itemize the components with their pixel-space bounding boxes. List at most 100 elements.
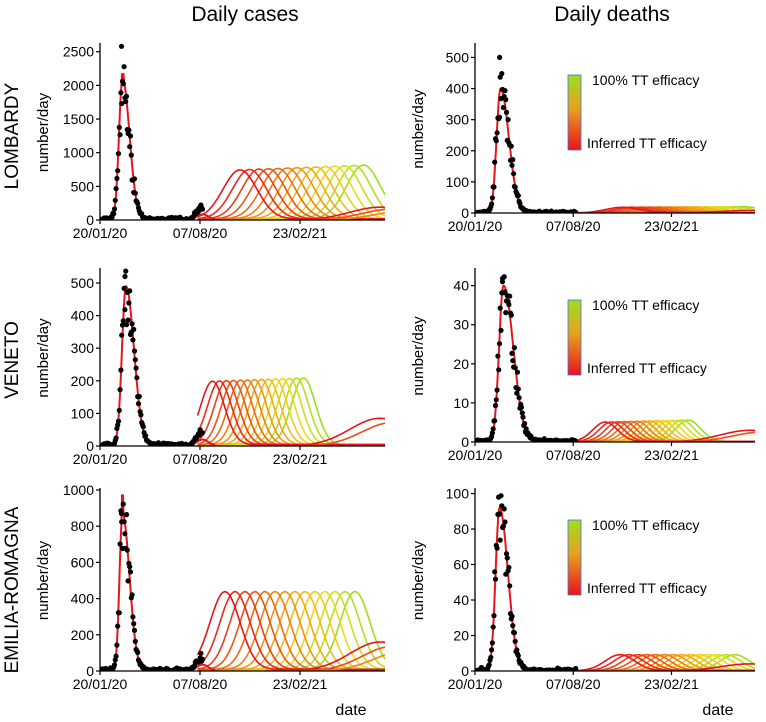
observed-data-point (127, 288, 133, 294)
observed-data-point (489, 195, 495, 201)
observed-data-point (514, 390, 520, 396)
observed-data-point (127, 569, 134, 575)
observed-peak-point (496, 494, 502, 500)
legend-color-bar (567, 519, 582, 596)
observed-data-point (489, 430, 495, 436)
observed-data-point (509, 613, 515, 619)
observed-data-point (506, 302, 512, 308)
observed-data-point (121, 285, 127, 291)
observed-data-point (133, 365, 139, 371)
y-tick-label: 1500 (63, 111, 94, 127)
y-tick-label: 40 (453, 592, 469, 608)
plot-area (100, 268, 385, 446)
y-tick-label: 600 (71, 554, 95, 570)
observed-data-point (111, 206, 118, 212)
observed-data-point (503, 551, 510, 557)
observed-data-point (131, 176, 138, 182)
observed-data-point (134, 375, 140, 381)
x-tick-label: 20/01/20 (73, 676, 128, 692)
observed-data-point (119, 101, 125, 107)
observed-data-point (199, 430, 206, 436)
observed-data-point (512, 365, 518, 371)
observed-data-point (512, 638, 518, 645)
observed-data-point (495, 353, 501, 359)
observed-data-point (500, 104, 506, 111)
observed-data-point (502, 88, 508, 94)
y-tick-label: 400 (446, 81, 470, 97)
observed-data-point (111, 211, 117, 217)
x-tick-label: 07/08/20 (546, 447, 601, 463)
observed-data-point (491, 184, 497, 190)
observed-data-point (130, 614, 136, 620)
y-tick-label: 500 (71, 275, 95, 291)
observed-data-point (116, 124, 122, 130)
x-tick-label: 20/01/20 (73, 225, 128, 241)
scenario-curve (196, 590, 385, 671)
observed-data-point (492, 402, 499, 409)
x-tick-label: 20/01/20 (73, 451, 128, 467)
observed-data-point (489, 640, 495, 646)
scenario-curve (196, 380, 385, 446)
observed-data-point (511, 345, 517, 351)
observed-data-point (507, 293, 513, 299)
panel-lombardy-cases: 0 500 1000 1500 2000 2500 20/01/20 07/08/20 23/0… (35, 43, 385, 241)
xlabel-cases: date (335, 702, 366, 719)
observed-data-point (116, 610, 122, 616)
observed-data-point (496, 367, 502, 373)
observed-data-point (131, 326, 137, 332)
observed-data-point (120, 501, 126, 507)
observed-data-point (130, 337, 136, 343)
x-tick-label: 23/02/21 (273, 676, 328, 692)
observed-data-point (136, 393, 142, 400)
observed-data-point (127, 564, 133, 570)
observed-data-point (123, 511, 130, 518)
y-tick-label: 20 (453, 356, 469, 372)
x-tick-label: 07/08/20 (173, 225, 228, 241)
observed-data-point (492, 159, 498, 165)
observed-data-point (140, 424, 146, 430)
panel-veneto-deaths: 0 10 20 30 40 20/01/20 07/08/20 23/02/21 number/… (410, 268, 755, 463)
y-tick-label: 0 (461, 663, 469, 679)
observed-data-point (127, 133, 134, 139)
observed-data-point (519, 410, 525, 416)
observed-data-point (492, 418, 498, 424)
observed-data-point (115, 623, 121, 629)
observed-data-point (125, 317, 131, 323)
y-axis-label: number/day (35, 318, 52, 398)
y-tick-label: 300 (446, 112, 470, 128)
observed-data-point (501, 506, 507, 512)
observed-data-point (494, 130, 500, 136)
legend: 100% TT efficacy Inferred TT efficacy (567, 517, 707, 596)
observed-data-point (123, 98, 129, 105)
observed-data-point (508, 143, 514, 149)
y-axis-label: number/day (410, 540, 427, 620)
y-tick-label: 500 (446, 49, 470, 65)
observed-data-point (515, 193, 521, 199)
observed-data-point (520, 414, 526, 420)
y-axis-label: number/day (410, 89, 427, 169)
y-tick-label: 200 (71, 373, 95, 389)
y-tick-label: 800 (71, 518, 95, 534)
late-scenario-curve (637, 431, 755, 442)
observed-data-point (509, 350, 515, 356)
legend-label-bottom: Inferred TT efficacy (587, 360, 707, 376)
observed-data-point (114, 642, 120, 648)
observed-data-point (498, 327, 504, 333)
observed-data-point (118, 90, 124, 96)
late-scenario-curve (265, 646, 385, 671)
observed-data-point (115, 151, 122, 157)
y-tick-label: 200 (446, 143, 470, 159)
legend-label-top: 100% TT efficacy (592, 517, 699, 533)
observed-data-point (493, 397, 499, 403)
observed-data-point (113, 653, 119, 659)
y-tick-label: 0 (461, 434, 469, 450)
observed-data-point (120, 81, 126, 87)
observed-peak-point (118, 43, 125, 49)
y-tick-label: 0 (86, 212, 94, 228)
observed-data-point (115, 418, 122, 424)
observed-data-point (515, 653, 521, 659)
observed-data-point (573, 665, 579, 671)
y-tick-label: 0 (86, 438, 94, 454)
y-axis-label: number/day (35, 92, 52, 172)
